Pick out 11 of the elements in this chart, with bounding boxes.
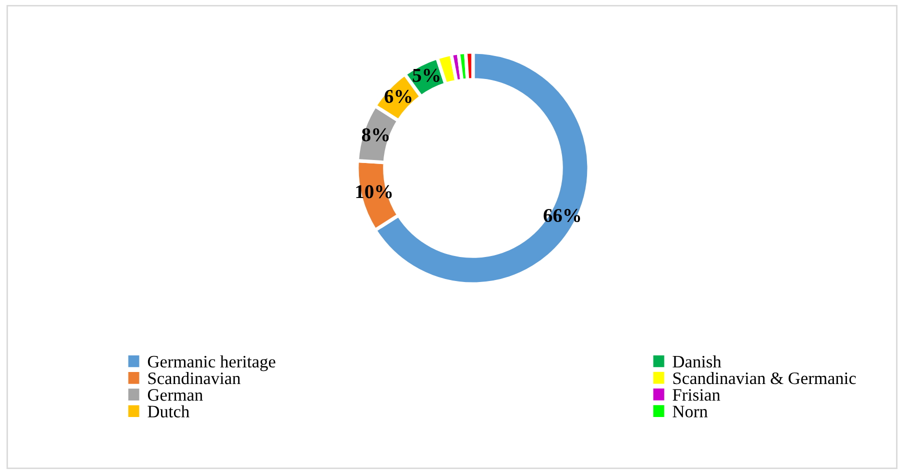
data-label: 8% xyxy=(362,128,389,142)
legend-label: German xyxy=(148,389,203,401)
legend-label: Norn xyxy=(672,406,708,418)
legend-label: Frisian xyxy=(672,389,720,401)
legend-label: Germanic heritage xyxy=(148,355,276,372)
legend-label: Dutch xyxy=(148,405,190,418)
legend-label: Scandinavian & Germanic xyxy=(673,372,856,384)
legend-label: Scandinavian xyxy=(148,372,240,384)
legend-label: Danish xyxy=(672,355,722,368)
data-label: 6% xyxy=(384,90,412,104)
data-label: 5% xyxy=(412,68,440,82)
